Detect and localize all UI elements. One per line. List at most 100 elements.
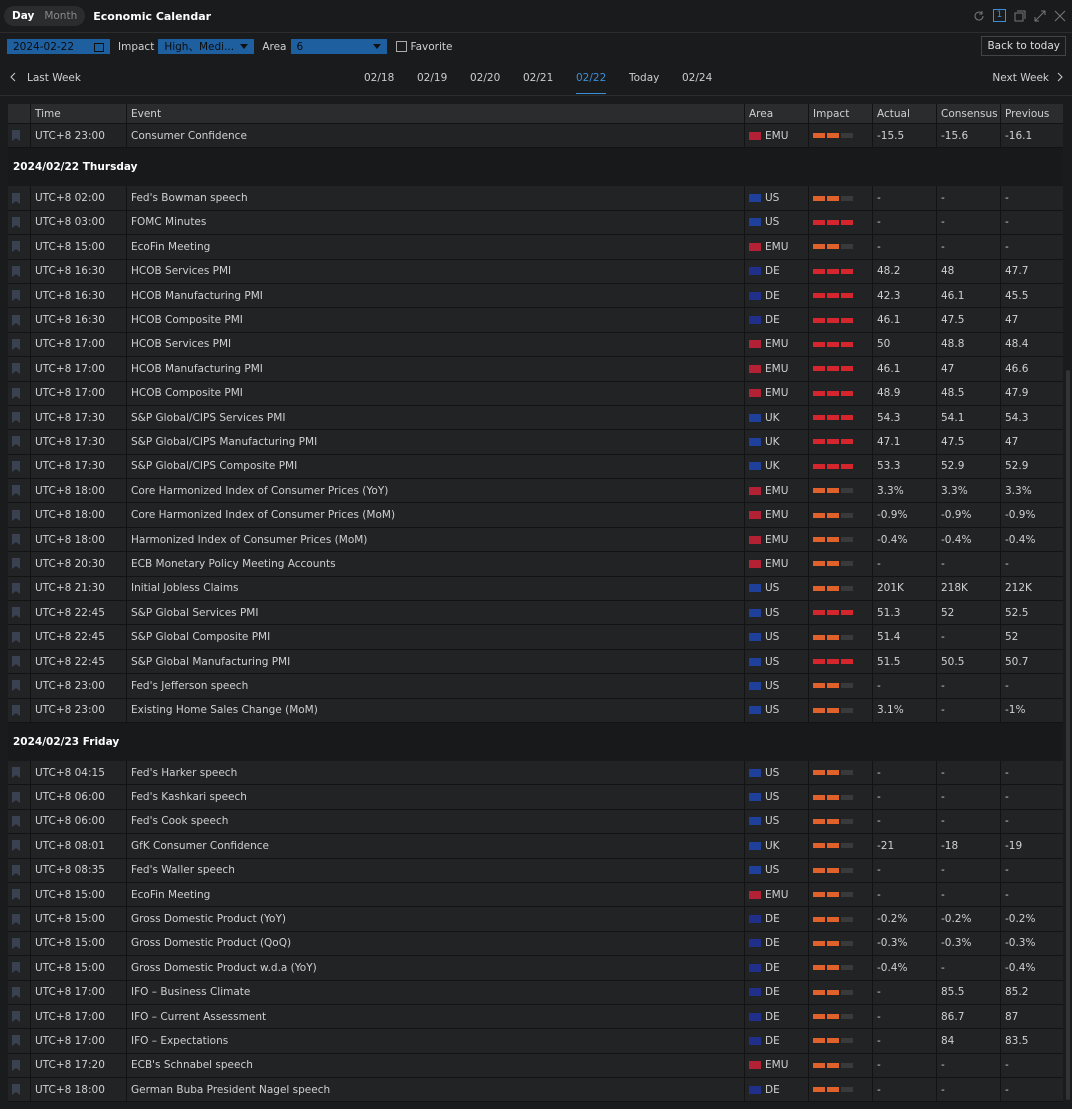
refresh-icon[interactable] <box>973 10 985 22</box>
event-row[interactable]: UTC+8 17:00 IFO – Current Assessment DE - 86… <box>8 1004 1063 1030</box>
event-row[interactable]: UTC+8 18:00 Core Harmonized Index of Cons… <box>8 479 1063 504</box>
bookmark-icon[interactable] <box>12 509 20 521</box>
next-arrow[interactable] <box>1056 72 1064 82</box>
bookmark-icon[interactable] <box>12 767 20 779</box>
bookmark-icon[interactable] <box>12 363 20 375</box>
event-row[interactable]: UTC+8 16:30 HCOB Services PMI DE 48.2 48 47.7 <box>8 259 1063 284</box>
bookmark-icon[interactable] <box>12 1035 20 1047</box>
day-tab[interactable]: 02/20 <box>470 72 501 84</box>
event-row[interactable]: UTC+8 17:30 S&P Global/CIPS Composite PMI… <box>8 454 1063 480</box>
bookmark-icon[interactable] <box>12 1011 20 1023</box>
bookmark-icon[interactable] <box>12 192 20 204</box>
favorite-checkbox[interactable] <box>395 41 407 52</box>
event-row[interactable]: UTC+8 18:00 Core Harmonized Index of Cons… <box>8 503 1063 528</box>
bookmark-icon[interactable] <box>12 485 20 497</box>
bookmark-icon[interactable] <box>12 216 20 228</box>
date-picker[interactable]: 2024-02-22 <box>7 39 110 54</box>
event-row[interactable]: UTC+8 08:35 Fed's Waller speech US - - - <box>8 858 1063 883</box>
event-row[interactable]: UTC+8 17:00 IFO – Expectations DE - 84 83.5 <box>8 1029 1063 1054</box>
bookmark-icon[interactable] <box>12 631 20 643</box>
day-tab[interactable]: Today <box>629 72 660 84</box>
event-row[interactable]: UTC+8 02:00 Fed's Bowman speech US - - - <box>8 186 1063 211</box>
bookmark-icon[interactable] <box>12 1059 20 1071</box>
cell: - <box>1000 785 1063 809</box>
event-row[interactable]: UTC+8 15:00 Gross Domestic Product (QoQ) D… <box>8 931 1063 957</box>
event-row[interactable]: UTC+8 17:00 HCOB Services PMI EMU 50 48.8 48.… <box>8 332 1063 358</box>
event-row[interactable]: UTC+8 17:00 HCOB Manufacturing PMI EMU 46.1… <box>8 357 1063 382</box>
bookmark-icon[interactable] <box>12 607 20 619</box>
bookmark-icon[interactable] <box>12 387 20 399</box>
day-tab[interactable]: 02/19 <box>417 72 448 84</box>
event-row[interactable]: UTC+8 08:01 GfK Consumer Confidence UK -21 -… <box>8 834 1063 859</box>
bookmark-icon[interactable] <box>12 534 20 546</box>
event-row[interactable]: UTC+8 22:45 S&P Global Services PMI US 51.3… <box>8 601 1063 626</box>
bookmark-icon[interactable] <box>12 412 20 424</box>
bookmark-icon[interactable] <box>12 130 20 142</box>
bookmark-icon[interactable] <box>12 864 20 876</box>
bookmark-icon[interactable] <box>12 815 20 827</box>
bookmark-icon[interactable] <box>12 937 20 949</box>
event-row[interactable]: UTC+8 22:45 S&P Global Composite PMI US 51.… <box>8 625 1063 650</box>
event-row[interactable]: UTC+8 17:00 HCOB Composite PMI EMU 48.9 48.5… <box>8 381 1063 406</box>
bookmark-icon[interactable] <box>12 582 20 594</box>
event-row[interactable]: UTC+8 06:00 Fed's Kashkari speech US - - - <box>8 785 1063 810</box>
bookmark-icon[interactable] <box>12 338 20 350</box>
event-row[interactable]: UTC+8 04:15 Fed's Harker speech US - - - <box>8 760 1063 786</box>
day-tab[interactable]: 02/21 <box>523 72 554 84</box>
bookmark-icon[interactable] <box>12 436 20 448</box>
event-row[interactable]: UTC+8 06:00 Fed's Cook speech US - - - <box>8 809 1063 835</box>
bookmark-icon[interactable] <box>12 265 20 277</box>
impact-select[interactable]: High、Medi... <box>158 39 255 54</box>
event-row[interactable]: UTC+8 18:00 German Buba President Nagel s… <box>8 1078 1063 1103</box>
tab[interactable]: Month <box>44 10 78 22</box>
bookmark-icon[interactable] <box>12 704 20 716</box>
event-row[interactable]: UTC+8 03:00 FOMC Minutes US - - - <box>8 210 1063 236</box>
expand-icon[interactable] <box>1034 10 1046 22</box>
bookmark-icon[interactable] <box>12 241 20 253</box>
tab[interactable]: Day <box>12 10 35 22</box>
next-week[interactable]: Next Week <box>992 72 1049 84</box>
event-row[interactable]: UTC+8 17:20 ECB's Schnabel speech EMU - - - <box>8 1053 1063 1079</box>
back-button[interactable]: Back to today <box>981 36 1066 56</box>
bookmark-icon[interactable] <box>12 962 20 974</box>
event-row[interactable]: UTC+8 23:00 Fed's Jefferson speech US - - - <box>8 674 1063 699</box>
bookmark-icon[interactable] <box>12 314 20 326</box>
copy-icon[interactable] <box>1014 10 1026 22</box>
cell-text: - <box>877 766 881 779</box>
event-row[interactable]: UTC+8 17:30 S&P Global/CIPS Manufacturing… <box>8 430 1063 455</box>
prev-arrow[interactable] <box>9 72 17 82</box>
prev-week[interactable]: Last Week <box>27 72 81 84</box>
close-icon[interactable] <box>1054 10 1066 22</box>
event-row[interactable]: UTC+8 17:00 IFO – Business Climate DE - 85.5… <box>8 980 1063 1005</box>
bookmark-icon[interactable] <box>12 290 20 302</box>
event-row[interactable]: UTC+8 16:30 HCOB Composite PMI DE 46.1 47.5 4… <box>8 308 1063 333</box>
event-row[interactable]: UTC+8 15:00 EcoFin Meeting EMU - - - <box>8 882 1063 908</box>
bookmark-icon[interactable] <box>12 1084 20 1096</box>
scrollbar[interactable] <box>1066 370 1070 1100</box>
event-row[interactable]: UTC+8 15:00 Gross Domestic Product w.d.a … <box>8 956 1063 981</box>
event-row[interactable]: UTC+8 21:30 Initial Jobless Claims US 201K 2… <box>8 576 1063 602</box>
event-row[interactable]: UTC+8 20:30 ECB Monetary Policy Meeting A… <box>8 552 1063 577</box>
event-row[interactable]: UTC+8 15:00 EcoFin Meeting EMU - - - <box>8 235 1063 260</box>
bookmark-icon[interactable] <box>12 460 20 472</box>
event-row[interactable]: UTC+8 23:00 Consumer Confidence EMU -15.5 -1… <box>8 124 1063 149</box>
day-tab[interactable]: 02/24 <box>682 72 713 84</box>
event-row[interactable]: UTC+8 16:30 HCOB Manufacturing PMI DE 42.3 4… <box>8 283 1063 309</box>
bookmark-icon[interactable] <box>12 680 20 692</box>
event-row[interactable]: UTC+8 22:45 S&P Global Manufacturing PMI U… <box>8 649 1063 675</box>
event-row[interactable]: UTC+8 17:30 S&P Global/CIPS Services PMI U… <box>8 405 1063 431</box>
event-row[interactable]: UTC+8 15:00 Gross Domestic Product (YoY) D… <box>8 907 1063 932</box>
day-tab[interactable]: 02/22 <box>576 72 607 94</box>
event-row[interactable]: UTC+8 18:00 Harmonized Index of Consumer … <box>8 527 1063 553</box>
bookmark-icon[interactable] <box>12 913 20 925</box>
page-number[interactable]: 1 <box>993 9 1006 22</box>
area-select[interactable]: 6 <box>290 39 387 54</box>
bookmark-icon[interactable] <box>12 840 20 852</box>
bookmark-icon[interactable] <box>12 656 20 667</box>
bookmark-icon[interactable] <box>12 986 20 998</box>
event-row[interactable]: UTC+8 23:00 Existing Home Sales Change (M… <box>8 698 1063 723</box>
day-tab[interactable]: 02/18 <box>364 72 395 84</box>
bookmark-icon[interactable] <box>12 791 20 803</box>
bookmark-icon[interactable] <box>12 558 20 570</box>
bookmark-icon[interactable] <box>12 889 20 901</box>
